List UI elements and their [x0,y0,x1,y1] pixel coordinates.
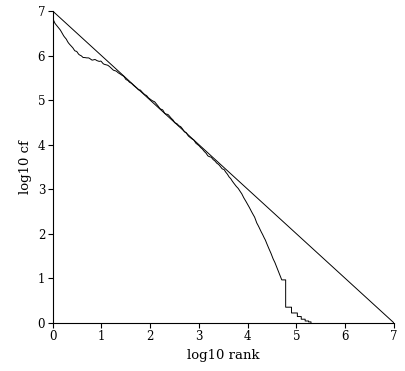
Y-axis label: log10 cf: log10 cf [19,140,32,194]
X-axis label: log10 rank: log10 rank [187,349,259,362]
